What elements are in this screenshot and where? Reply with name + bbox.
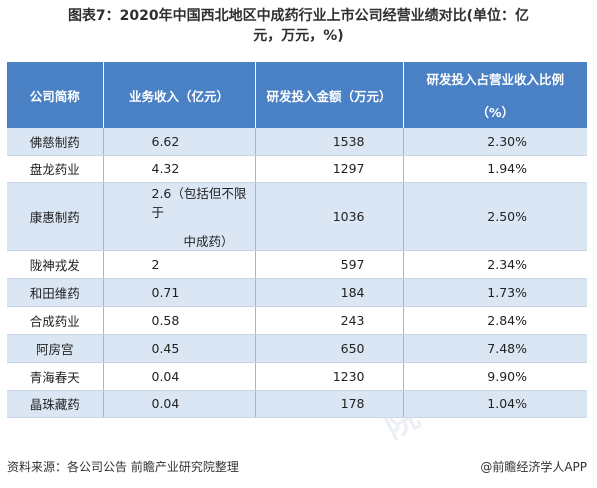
revenue-line1: 6.62: [151, 133, 180, 149]
cell-company: 青海春天: [7, 362, 104, 391]
header-company: 公司简称: [7, 62, 104, 128]
cell-rd-ratio: 7.48%: [403, 334, 587, 363]
revenue-line2: 中成药）: [183, 233, 234, 249]
cell-revenue: 0.58: [103, 306, 256, 335]
table-row: 阿房宫 0.45 650 7.48%: [7, 334, 587, 363]
cell-rd-amount: 597: [255, 250, 404, 279]
header-ratio-line2: （%）: [476, 105, 515, 120]
cell-rd-amount: 1036: [255, 182, 404, 251]
cell-rd-ratio: 1.94%: [403, 155, 587, 183]
cell-revenue: 2.6（包括但不限于中成药）: [103, 182, 256, 251]
cell-company: 合成药业: [7, 306, 104, 335]
revenue-line1: 0.58: [151, 312, 180, 328]
cell-revenue: 0.04: [103, 390, 256, 418]
table-row: 晶珠藏药 0.04 178 1.04%: [7, 390, 587, 418]
cell-rd-amount: 1297: [255, 155, 404, 183]
revenue-line1: 2.6（包括但不限于: [151, 185, 247, 220]
cell-company: 佛慈制药: [7, 128, 104, 156]
cell-company: 晶珠藏药: [7, 390, 104, 418]
header-ratio-line1: 研发投入占营业收入比例: [426, 72, 564, 87]
cell-rd-amount: 178: [255, 390, 404, 418]
cell-company: 陇神戎发: [7, 250, 104, 279]
cell-rd-ratio: 2.34%: [403, 250, 587, 279]
table-row: 陇神戎发 2 597 2.34%: [7, 250, 587, 279]
header-ratio: 研发投入占营业收入比例 （%）: [403, 62, 587, 128]
header-rd: 研发投入金额（万元）: [255, 62, 404, 128]
title-line-2: 元，万元，%): [253, 28, 344, 44]
revenue-line1: 0.71: [151, 284, 180, 300]
cell-rd-ratio: 2.50%: [403, 182, 587, 251]
cell-rd-amount: 184: [255, 278, 404, 307]
cell-rd-amount: 1538: [255, 128, 404, 156]
brand-credit: @前瞻经济学人APP: [480, 458, 587, 475]
cell-rd-amount: 1230: [255, 362, 404, 391]
cell-revenue: 0.04: [103, 362, 256, 391]
cell-company: 和田维药: [7, 278, 104, 307]
cell-company: 盘龙药业: [7, 155, 104, 183]
cell-rd-ratio: 2.30%: [403, 128, 587, 156]
comparison-table: 公司简称 业务收入（亿元） 研发投入金额（万元） 研发投入占营业收入比例 （%）…: [7, 62, 587, 418]
cell-revenue: 4.32: [103, 155, 256, 183]
brand-text: @前瞻经济学人APP: [480, 460, 587, 474]
table-row: 康惠制药 2.6（包括但不限于 中成药） 1036 2.50%: [7, 182, 587, 251]
title-line-1: 图表7：2020年中国西北地区中成药行业上市公司经营业绩对比(单位：亿: [67, 8, 530, 24]
revenue-line1: 0.45: [151, 340, 180, 356]
cell-rd-amount: 243: [255, 306, 404, 335]
header-row: 公司简称 业务收入（亿元） 研发投入金额（万元） 研发投入占营业收入比例 （%）: [7, 62, 587, 128]
revenue-line1: 0.04: [151, 368, 180, 384]
cell-company: 阿房宫: [7, 334, 104, 363]
cell-revenue: 0.71: [103, 278, 256, 307]
chart-title: 图表7：2020年中国西北地区中成药行业上市公司经营业绩对比(单位：亿 元，万元…: [0, 6, 597, 46]
cell-company: 康惠制药: [7, 182, 104, 251]
cell-rd-ratio: 1.04%: [403, 390, 587, 418]
revenue-line1: 2: [151, 256, 160, 272]
revenue-line1: 0.04: [151, 396, 180, 411]
cell-rd-ratio: 2.84%: [403, 306, 587, 335]
table-row: 佛慈制药 6.62 1538 2.30%: [7, 128, 587, 156]
revenue-line1: 4.32: [151, 161, 180, 176]
table-row: 合成药业 0.58 243 2.84%: [7, 306, 587, 335]
cell-rd-ratio: 9.90%: [403, 362, 587, 391]
table-row: 和田维药 0.71 184 1.73%: [7, 278, 587, 307]
table-row: 青海春天 0.04 1230 9.90%: [7, 362, 587, 391]
cell-revenue: 2: [103, 250, 256, 279]
cell-rd-amount: 650: [255, 334, 404, 363]
cell-rd-ratio: 1.73%: [403, 278, 587, 307]
table-row: 盘龙药业 4.32 1297 1.94%: [7, 155, 587, 183]
cell-revenue: 0.45: [103, 334, 256, 363]
source-note: 资料来源：各公司公告 前瞻产业研究院整理: [7, 460, 239, 474]
cell-revenue: 6.62: [103, 128, 256, 156]
header-revenue: 业务收入（亿元）: [103, 62, 256, 128]
